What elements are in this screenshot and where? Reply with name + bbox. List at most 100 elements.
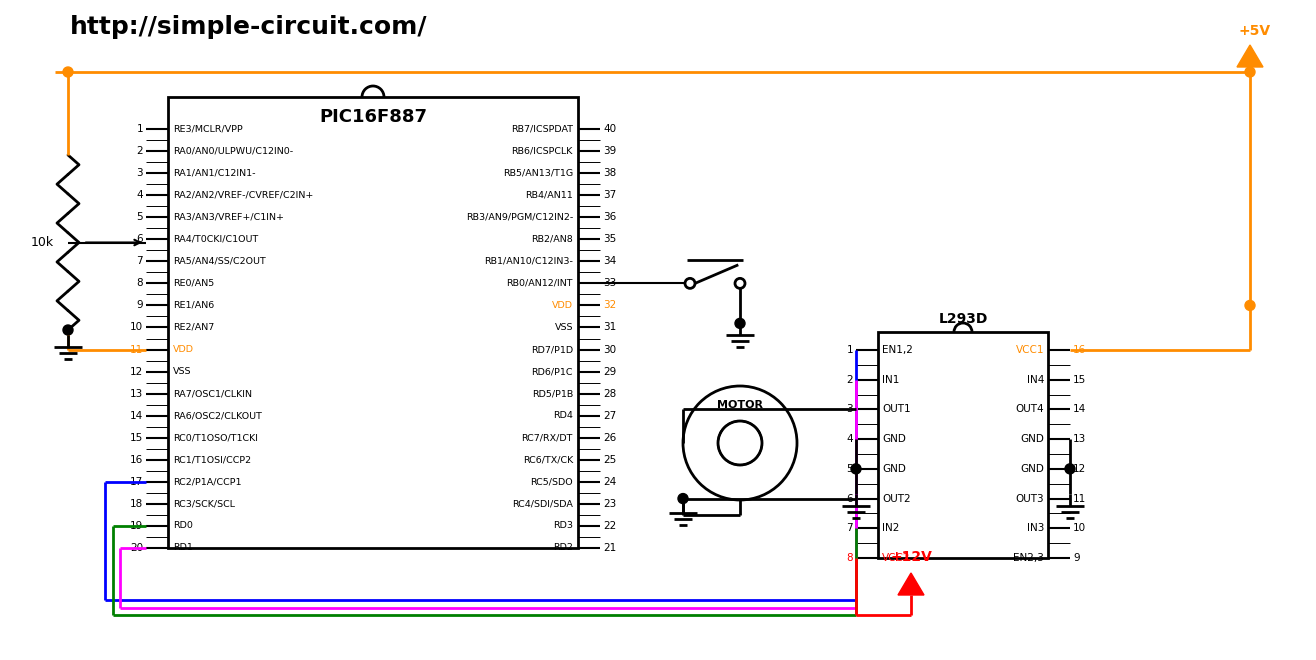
Text: RB7/ICSPDAT: RB7/ICSPDAT xyxy=(511,125,572,133)
Text: RD4: RD4 xyxy=(553,411,572,420)
Text: RB6/ICSPCLK: RB6/ICSPCLK xyxy=(512,147,572,156)
Text: RB2/AN8: RB2/AN8 xyxy=(532,235,572,244)
Circle shape xyxy=(1245,67,1255,77)
Text: 8: 8 xyxy=(846,553,853,563)
Text: IN4: IN4 xyxy=(1026,375,1044,385)
Circle shape xyxy=(736,279,745,288)
Text: 13: 13 xyxy=(130,389,143,399)
Text: 17: 17 xyxy=(130,477,143,487)
Text: 40: 40 xyxy=(603,124,616,134)
Text: http://simple-circuit.com/: http://simple-circuit.com/ xyxy=(70,15,428,39)
Text: 10: 10 xyxy=(130,323,143,333)
Text: IN1: IN1 xyxy=(882,375,899,385)
Text: RB5/AN13/T1G: RB5/AN13/T1G xyxy=(503,168,572,178)
Text: 2: 2 xyxy=(137,146,143,156)
Text: 28: 28 xyxy=(603,389,616,399)
Text: 32: 32 xyxy=(603,300,616,310)
Circle shape xyxy=(63,67,72,77)
Circle shape xyxy=(719,421,762,465)
Text: RA1/AN1/C12IN1-: RA1/AN1/C12IN1- xyxy=(172,168,255,178)
Text: RC2/P1A/CCP1: RC2/P1A/CCP1 xyxy=(172,477,242,486)
Text: 23: 23 xyxy=(603,499,616,509)
Text: RA0/AN0/ULPWU/C12IN0-: RA0/AN0/ULPWU/C12IN0- xyxy=(172,147,293,156)
Polygon shape xyxy=(898,573,924,595)
Text: 1: 1 xyxy=(846,345,853,355)
Text: VSS: VSS xyxy=(172,367,192,376)
Text: RB0/AN12/INT: RB0/AN12/INT xyxy=(507,279,572,288)
Text: VSS: VSS xyxy=(554,323,572,332)
Text: 14: 14 xyxy=(1073,405,1086,414)
Circle shape xyxy=(736,318,745,329)
Text: VDD: VDD xyxy=(551,301,572,310)
Text: RC1/T1OSI/CCP2: RC1/T1OSI/CCP2 xyxy=(172,455,251,464)
Text: 16: 16 xyxy=(130,455,143,465)
Text: IN3: IN3 xyxy=(1026,523,1044,533)
Text: 12: 12 xyxy=(130,366,143,377)
Text: 7: 7 xyxy=(137,256,143,267)
Text: EN1,2: EN1,2 xyxy=(882,345,913,355)
Text: L293D: L293D xyxy=(938,312,988,326)
Circle shape xyxy=(683,386,797,500)
Text: RE2/AN7: RE2/AN7 xyxy=(172,323,215,332)
Text: 8: 8 xyxy=(137,279,143,288)
Text: RD7/P1D: RD7/P1D xyxy=(530,345,572,354)
Text: 5: 5 xyxy=(137,213,143,222)
Text: VDD: VDD xyxy=(172,345,193,354)
Text: RC7/RX/DT: RC7/RX/DT xyxy=(521,433,572,442)
Text: 33: 33 xyxy=(603,279,616,288)
Text: RA5/AN4/SS/C2OUT: RA5/AN4/SS/C2OUT xyxy=(172,257,266,266)
Text: 12: 12 xyxy=(1073,464,1086,474)
Text: 21: 21 xyxy=(603,543,616,553)
Text: +12V: +12V xyxy=(890,550,932,564)
Bar xyxy=(168,97,578,548)
Text: 26: 26 xyxy=(603,433,616,443)
Text: 14: 14 xyxy=(130,411,143,420)
Text: VCC1: VCC1 xyxy=(1016,345,1044,355)
Text: OUT3: OUT3 xyxy=(1016,494,1044,504)
Text: RC0/T1OSO/T1CKI: RC0/T1OSO/T1CKI xyxy=(172,433,258,442)
Text: RD6/P1C: RD6/P1C xyxy=(532,367,572,376)
Text: 38: 38 xyxy=(603,168,616,178)
Text: RC3/SCK/SCL: RC3/SCK/SCL xyxy=(172,500,236,508)
Text: GND: GND xyxy=(1020,434,1044,444)
Text: 24: 24 xyxy=(603,477,616,487)
Text: 9: 9 xyxy=(137,300,143,310)
Text: 6: 6 xyxy=(846,494,853,504)
Text: 4: 4 xyxy=(846,434,853,444)
Circle shape xyxy=(63,325,72,335)
Text: 35: 35 xyxy=(603,234,616,244)
Circle shape xyxy=(851,464,861,474)
Text: OUT4: OUT4 xyxy=(1016,405,1044,414)
Text: RB4/AN11: RB4/AN11 xyxy=(525,191,572,200)
Bar xyxy=(878,332,1048,558)
Text: RA3/AN3/VREF+/C1IN+: RA3/AN3/VREF+/C1IN+ xyxy=(172,213,284,222)
Text: 7: 7 xyxy=(846,523,853,533)
Text: 20: 20 xyxy=(130,543,143,553)
Text: RC6/TX/CK: RC6/TX/CK xyxy=(522,455,572,464)
Text: 3: 3 xyxy=(137,168,143,178)
Circle shape xyxy=(1245,300,1255,310)
Text: RA7/OSC1/CLKIN: RA7/OSC1/CLKIN xyxy=(172,389,251,398)
Text: OUT1: OUT1 xyxy=(882,405,911,414)
Text: 30: 30 xyxy=(603,345,616,354)
Text: 3: 3 xyxy=(846,405,853,414)
Text: GND: GND xyxy=(882,434,905,444)
Text: 15: 15 xyxy=(130,433,143,443)
Text: 5: 5 xyxy=(846,464,853,474)
Text: 10k: 10k xyxy=(30,236,54,249)
Text: 27: 27 xyxy=(603,411,616,420)
Text: 1: 1 xyxy=(137,124,143,134)
Circle shape xyxy=(686,279,695,288)
Text: RD5/P1B: RD5/P1B xyxy=(532,389,572,398)
Text: 11: 11 xyxy=(130,345,143,354)
Text: 36: 36 xyxy=(603,213,616,222)
Text: 15: 15 xyxy=(1073,375,1086,385)
Text: RD2: RD2 xyxy=(553,543,572,552)
Text: RA6/OSC2/CLKOUT: RA6/OSC2/CLKOUT xyxy=(172,411,262,420)
Text: 16: 16 xyxy=(1073,345,1086,355)
Circle shape xyxy=(678,494,688,504)
Text: 31: 31 xyxy=(603,323,616,333)
Text: 9: 9 xyxy=(1073,553,1079,563)
Text: 18: 18 xyxy=(130,499,143,509)
Text: 13: 13 xyxy=(1073,434,1086,444)
